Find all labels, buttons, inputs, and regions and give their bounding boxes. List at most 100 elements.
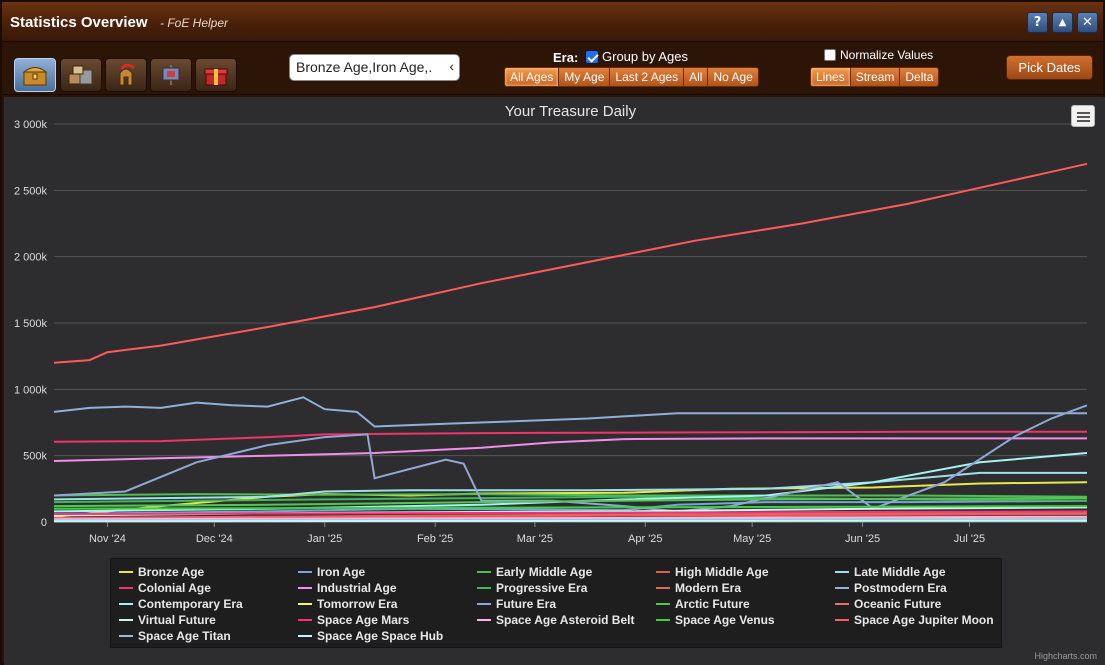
y-tick-label: 500k [23,451,47,463]
y-tick-label: 3 000k [14,119,48,131]
tab-military[interactable] [105,58,147,92]
help-button[interactable]: ? [1027,12,1048,33]
legend-item[interactable]: Space Age Jupiter Moon [835,613,994,627]
legend-label: Early Middle Age [496,565,593,579]
legend-item[interactable]: Iron Age [298,565,365,579]
x-tick-label: Jul '25 [954,533,985,545]
legend-swatch [656,587,670,589]
legend-label: Space Age Venus [675,613,775,627]
series-line-colonial-age [53,430,1087,443]
legend-swatch [119,587,133,589]
filter-no-age-button[interactable]: No Age [707,67,759,87]
era-select[interactable]: Bronze Age,Iron Age,. ‹ [289,54,460,81]
series-line-space-age-space-hub [53,519,1088,523]
legend-label: Space Age Asteroid Belt [496,613,635,627]
series-line-postmodern-era [53,396,1087,428]
legend-item[interactable]: Space Age Mars [298,613,409,627]
legend-item[interactable]: Arctic Future [656,597,750,611]
normalize-values-toggle[interactable]: Normalize Values [824,48,933,62]
legend-item[interactable]: Colonial Age [119,581,211,595]
legend-label: Space Age Space Hub [317,629,444,643]
series-line-late-middle-age [53,471,1087,501]
group-by-ages-label: Group by Ages [602,49,688,64]
tab-rewards[interactable] [195,58,237,92]
legend-label: Arctic Future [675,597,750,611]
legend-item[interactable]: Modern Era [656,581,741,595]
x-tick-label: Dec '24 [196,533,233,545]
chart-menu-button[interactable] [1071,105,1095,127]
view-lines-button[interactable]: Lines [810,67,850,87]
filter-all-ages-button[interactable]: All Ages [504,67,559,87]
legend-swatch [477,619,491,621]
legend-item[interactable]: Virtual Future [119,613,216,627]
legend-swatch [656,603,670,605]
military-banner-icon [162,65,180,85]
legend-item[interactable]: Space Age Space Hub [298,629,443,643]
x-tick-label: Feb '25 [417,533,453,545]
legend-item[interactable]: Space Age Venus [656,613,775,627]
treasure-chest-icon [22,67,48,86]
filter-last-2-ages-button[interactable]: Last 2 Ages [609,67,684,87]
series-line-industrial-age [53,437,1087,462]
legend-swatch [298,603,312,605]
filter-all-button[interactable]: All [683,67,708,87]
tab-guild[interactable] [150,58,192,92]
legend-item[interactable]: Early Middle Age [477,565,592,579]
legend-item[interactable]: Tomorrow Era [298,597,397,611]
legend-item[interactable]: Bronze Age [119,565,204,579]
legend-item[interactable]: Space Age Asteroid Belt [477,613,634,627]
legend-item[interactable]: Postmodern Era [835,581,947,595]
legend-label: Future Era [496,597,557,611]
legend-label: Bronze Age [138,565,205,579]
group-by-ages-checkbox[interactable] [586,50,598,63]
legend-label: Space Age Mars [317,613,410,627]
chart-area: Your Treasure Daily 0 500k 1 000k 1 500k 2 00… [4,97,1105,665]
normalize-values-label: Normalize Values [840,48,934,62]
close-button[interactable]: ✕ [1077,12,1098,33]
legend-item[interactable]: Oceanic Future [835,597,941,611]
x-tick-label: Nov '24 [89,533,126,545]
legend-item[interactable]: High Middle Age [656,565,769,579]
legend-item[interactable]: Progressive Era [477,581,587,595]
legend-item[interactable]: Space Age Titan [119,629,231,643]
legend-label: Contemporary Era [138,597,243,611]
legend-item[interactable]: Industrial Age [298,581,397,595]
legend-label: Space Age Titan [138,629,231,643]
legend-swatch [835,603,849,605]
tab-treasury[interactable] [14,58,56,92]
window-subtitle: - FoE Helper [160,16,229,30]
legend-item[interactable]: Contemporary Era [119,597,243,611]
y-tick-label: 1 500k [14,318,48,330]
legend-item[interactable]: Future Era [477,597,556,611]
legend-item[interactable]: Late Middle Age [835,565,946,579]
legend-swatch [656,619,670,621]
group-by-ages-toggle[interactable]: Group by Ages [586,49,688,64]
era-select-value: Bronze Age,Iron Age,. [296,59,433,75]
y-tick-label: 0 [41,517,47,529]
series-line-space-age-mars [53,510,1088,515]
legend-swatch [298,635,312,637]
x-tick-label: Mar '25 [517,533,553,545]
pick-dates-button[interactable]: Pick Dates [1006,55,1093,80]
legend-swatch [119,571,133,573]
title-bar[interactable]: Statistics Overview - FoE Helper ? ▲ ✕ [2,2,1103,42]
view-delta-button[interactable]: Delta [899,67,940,87]
legend-label: Industrial Age [317,581,397,595]
filter-my-age-button[interactable]: My Age [558,67,610,87]
chart-title: Your Treasure Daily [505,103,637,120]
legend-swatch [298,571,312,573]
minimize-button[interactable]: ▲ [1052,12,1073,33]
legend-swatch [298,619,312,621]
view-stream-button[interactable]: Stream [849,67,900,87]
chart-credits: Highcharts.com [1034,651,1097,661]
legend-label: Progressive Era [496,581,588,595]
legend-swatch [835,587,849,589]
normalize-values-checkbox[interactable] [824,49,836,61]
tab-goods[interactable] [60,58,102,92]
series-line-space-age-venus [53,505,1088,510]
series-line-space-age-jupiter-moon [53,162,1088,364]
legend-label: High Middle Age [675,565,769,579]
y-tick-label: 1 000k [14,384,48,396]
legend-swatch [119,603,133,605]
